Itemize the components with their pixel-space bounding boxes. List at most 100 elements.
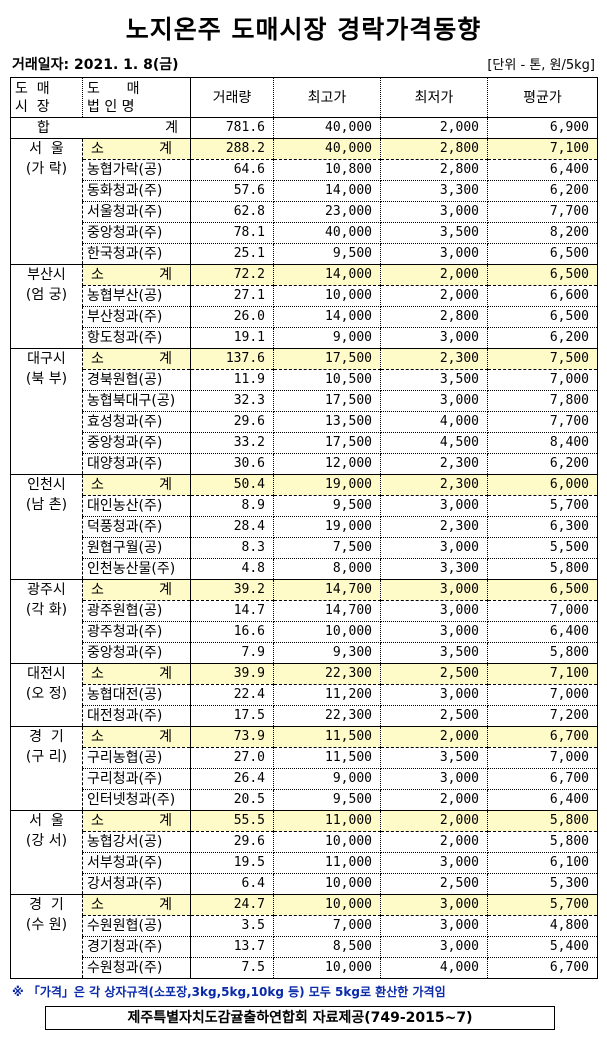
row-max: 9,000 [273, 768, 381, 790]
row-max: 17,500 [273, 390, 381, 412]
row-avg: 7,700 [487, 201, 598, 223]
row-min: 2,000 [380, 285, 488, 307]
row-avg: 6,500 [487, 306, 598, 328]
row-max: 9,000 [273, 327, 381, 349]
subtotal-label-2: 계 [159, 141, 172, 157]
subtotal-label-2: 계 [159, 813, 172, 829]
row-max: 17,500 [273, 432, 381, 454]
row-max: 9,500 [273, 789, 381, 811]
row-volume: 4.8 [190, 558, 274, 580]
row-max: 10,000 [273, 957, 381, 979]
corp-name: 효성청과(주) [82, 411, 191, 433]
row-volume: 20.5 [190, 789, 274, 811]
subtotal-label-2: 계 [159, 267, 172, 283]
row-avg: 6,200 [549, 456, 589, 471]
row-min: 3,000 [380, 495, 488, 517]
unit-label: [단위 - 톤, 원/5kg] [487, 58, 595, 73]
corp-name: 구리청과(주) [82, 768, 191, 790]
row-max: 8,000 [273, 558, 381, 580]
table-row: 경기청과(주) 13.7 8,500 3,000 5,400 [11, 936, 598, 958]
row-min: 3,300 [380, 558, 488, 580]
header-volume: 거래량 [190, 77, 274, 118]
row-min: 3,000 [380, 852, 488, 874]
row-min: 3,500 [380, 222, 488, 244]
row-min: 3,000 [380, 936, 488, 958]
row-max: 11,200 [273, 684, 381, 706]
row-min: 3,000 [380, 390, 488, 412]
row-avg: 6,400 [487, 159, 598, 181]
row-avg: 5,700 [487, 495, 598, 517]
row-max: 10,800 [273, 159, 381, 181]
row-avg: 6,300 [487, 516, 598, 538]
subtotal-max: 40,000 [273, 138, 381, 160]
subtotal-avg: 5,800 [487, 810, 598, 832]
row-avg: 6,400 [487, 621, 598, 643]
row-min: 2,300 [380, 453, 488, 475]
table-row: 수원원협(공) 3.5 7,000 3,000 4,800 [11, 915, 598, 937]
table-row: 농협대전(공) 22.4 11,200 3,000 7,000 [11, 684, 598, 706]
market-location: (오 정) [25, 686, 68, 702]
table-row: 강서청과(주) 6.4 10,000 2,500 5,300 [11, 873, 598, 895]
row-volume: 8.3 [190, 537, 274, 559]
row-max: 11,000 [273, 852, 381, 874]
table-row: 대전청과(주) 17.5 22,300 2,500 7,200 [11, 705, 598, 727]
subtotal-min: 3,000 [380, 894, 488, 916]
table-row: 중앙청과(주) 7.9 9,300 3,500 5,800 [11, 642, 598, 664]
row-avg: 6,700 [487, 768, 598, 790]
market-cell: 경 기 (수 원) [10, 894, 83, 979]
table-row: 구리청과(주) 26.4 9,000 3,000 6,700 [11, 768, 598, 790]
subtotal-avg: 6,000 [487, 474, 598, 496]
market-name: 경 기 [29, 897, 64, 913]
subtotal-max: 22,300 [273, 663, 381, 685]
market-location: (구 리) [25, 749, 68, 765]
subtotal-max: 11,500 [273, 726, 381, 748]
row-volume: 25.1 [190, 243, 274, 265]
row-max: 10,500 [273, 369, 381, 391]
row-avg: 6,700 [549, 960, 589, 975]
row-avg: 7,000 [487, 747, 598, 769]
market-cell: 부산시 (엄 궁) [10, 264, 83, 349]
table-row: 광주청과(주) 16.6 10,000 3,000 6,400 [11, 621, 598, 643]
row-max: 40,000 [273, 222, 381, 244]
row-volume: 32.3 [190, 390, 274, 412]
subtotal-row: 대구시 (북 부) 소 계 137.6 17,500 2,300 7,500 [10, 348, 598, 475]
table-row: 효성청과(주) 29.6 13,500 4,000 7,700 [11, 411, 598, 433]
row-min: 3,000 [380, 243, 488, 265]
subtotal-min: 2,800 [380, 138, 488, 160]
subtotal-row: 부산시 (엄 궁) 소 계 72.2 14,000 2,000 6,500 [10, 264, 598, 349]
corp-name: 서부청과(주) [82, 852, 191, 874]
row-volume: 13.7 [190, 936, 274, 958]
row-min: 2,500 [380, 873, 488, 895]
row-volume: 3.5 [190, 915, 274, 937]
subtotal-volume: 24.7 [190, 894, 274, 916]
row-volume: 64.6 [190, 159, 274, 181]
subtotal-label-1: 소 [91, 813, 104, 829]
row-min: 3,300 [380, 180, 488, 202]
subtotal-label-2: 계 [159, 666, 172, 682]
row-volume: 17.5 [190, 705, 274, 727]
subtotal-max: 17,500 [273, 348, 381, 370]
row-volume: 27.1 [190, 285, 274, 307]
row-avg: 5,800 [549, 645, 589, 660]
row-avg: 8,200 [487, 222, 598, 244]
subtotal-avg: 7,500 [487, 348, 598, 370]
row-min: 2,300 [380, 516, 488, 538]
row-volume: 29.6 [190, 411, 274, 433]
market-location: (수 원) [25, 917, 68, 933]
table-row: 대인농산(주) 8.9 9,500 3,000 5,700 [11, 495, 598, 517]
market-location: (각 화) [25, 602, 68, 618]
subtotal-volume: 72.2 [190, 264, 274, 286]
row-max: 11,500 [273, 747, 381, 769]
corp-name: 수원원협(공) [82, 915, 191, 937]
corp-name: 항도청과(주) [82, 327, 191, 349]
row-volume: 26.0 [190, 306, 274, 328]
subtotal-label-2: 계 [159, 582, 172, 598]
market-name: 경 기 [29, 729, 64, 745]
